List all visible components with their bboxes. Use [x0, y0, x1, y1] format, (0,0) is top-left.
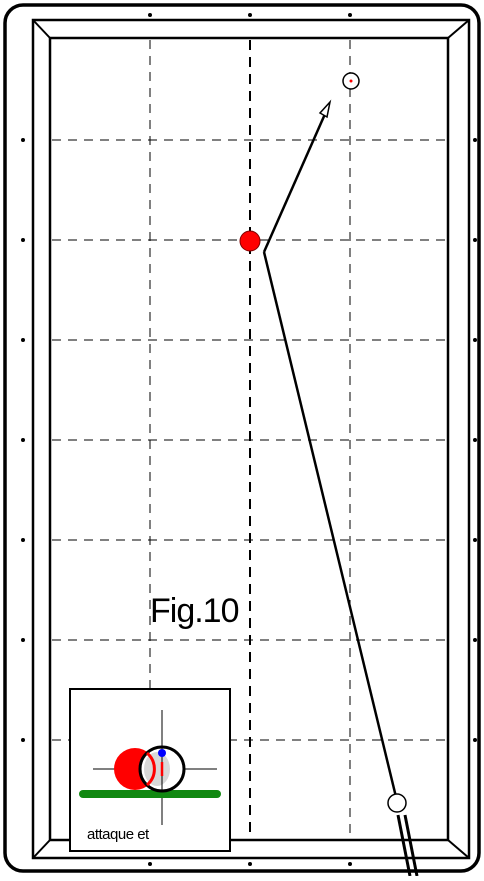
spin-diagram — [79, 710, 221, 825]
figure-label: Fig.10 — [150, 592, 239, 630]
diamond-dot-icon — [21, 13, 477, 866]
deflected-path — [262, 113, 327, 253]
corner-bevels — [32, 19, 470, 859]
cue-ball-path — [262, 251, 398, 798]
arrow-head-icon — [318, 99, 332, 119]
cue-tip-marker — [158, 749, 166, 757]
cushion-frame — [31, 18, 471, 860]
cue-ball-icon — [387, 793, 407, 813]
cue-stick-icon — [396, 814, 419, 877]
spin-inset: attaque et — [69, 688, 231, 852]
red-ball-icon — [239, 230, 261, 252]
target-dot — [349, 79, 353, 83]
inset-caption: attaque et — [87, 826, 149, 843]
